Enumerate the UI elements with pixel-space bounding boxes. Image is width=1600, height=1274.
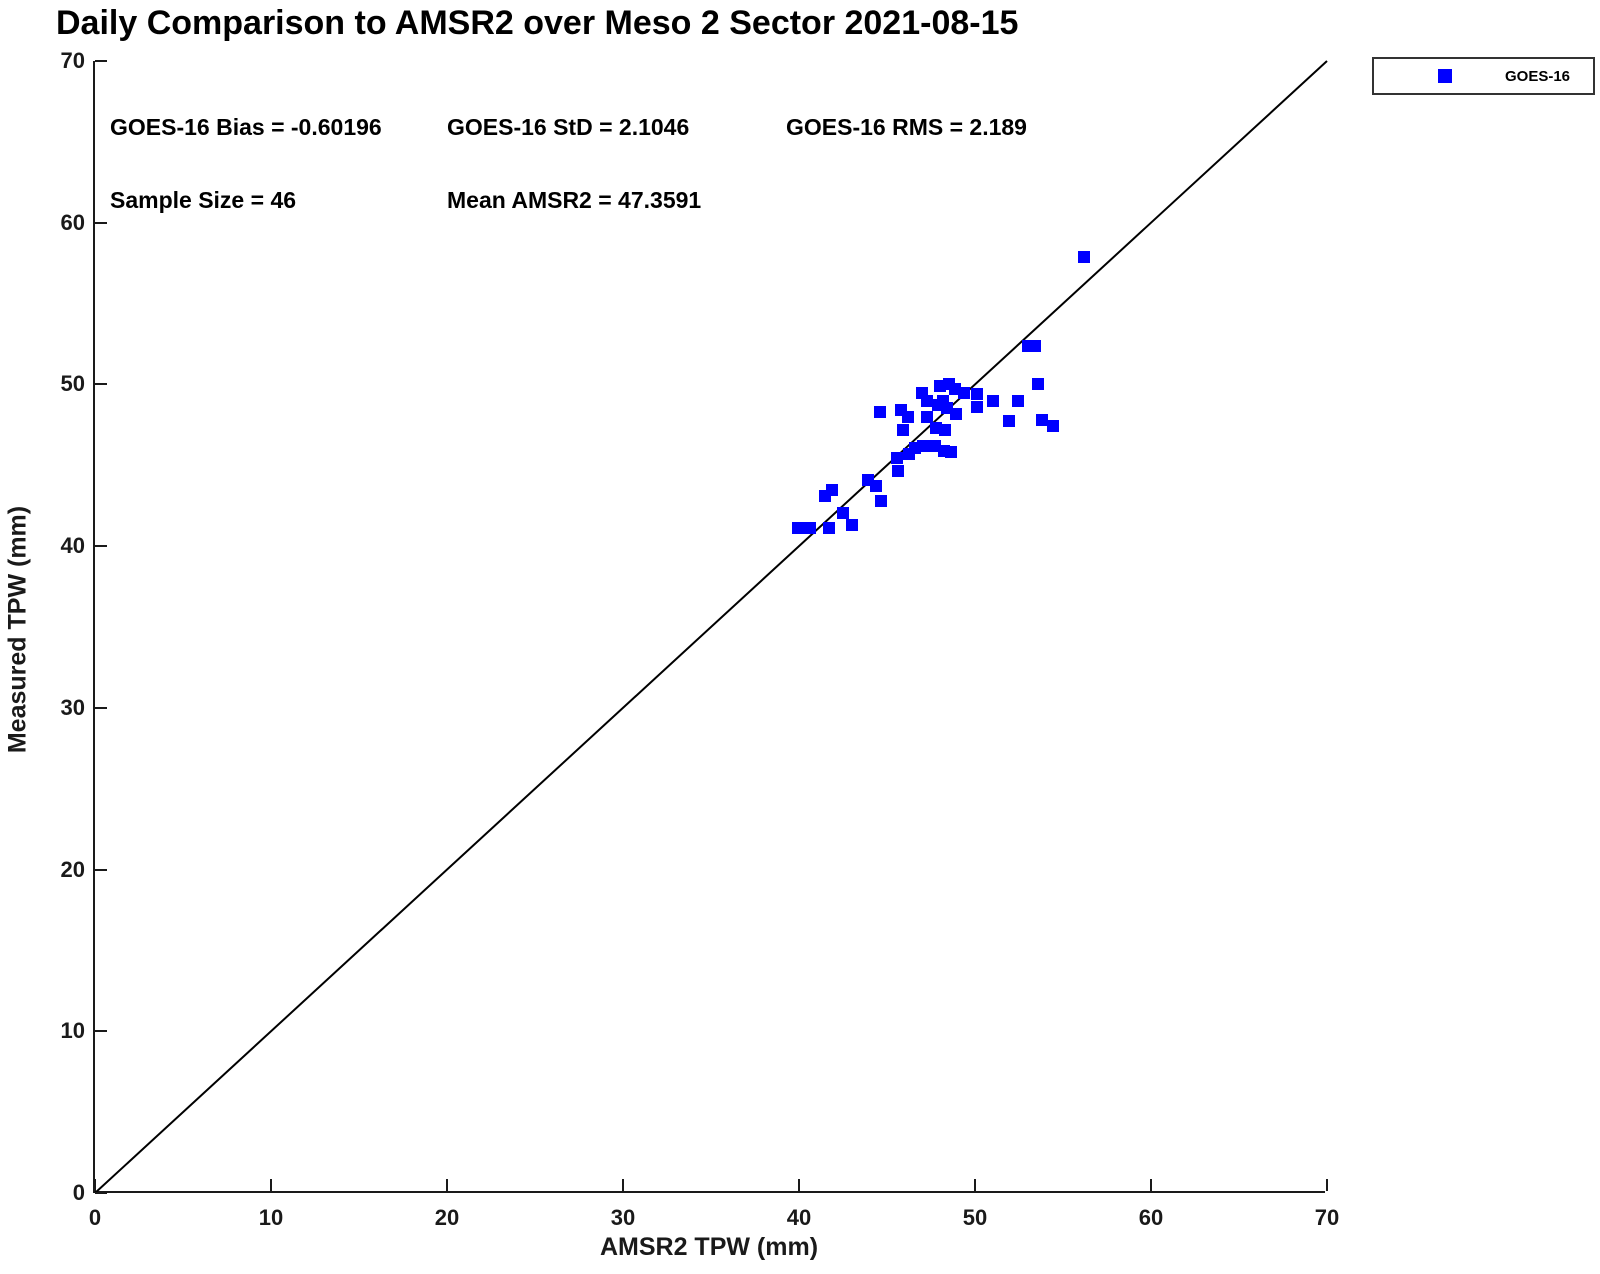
y-tick xyxy=(95,383,107,386)
y-tick-label: 20 xyxy=(60,856,85,882)
data-point xyxy=(933,380,946,393)
y-tick xyxy=(95,545,107,548)
data-point xyxy=(822,521,835,534)
data-point xyxy=(1003,414,1016,427)
data-point xyxy=(939,423,952,436)
data-point xyxy=(825,483,838,496)
data-point xyxy=(1032,377,1045,390)
data-point xyxy=(891,464,904,477)
stat-std: GOES-16 StD = 2.1046 xyxy=(447,114,690,140)
stat-rms: GOES-16 RMS = 2.189 xyxy=(786,114,1027,140)
stat-mean-amsr2: Mean AMSR2 = 47.3591 xyxy=(447,187,702,213)
data-point xyxy=(1035,414,1048,426)
data-point xyxy=(987,395,1000,408)
y-tick xyxy=(95,221,107,224)
x-tick-label: 20 xyxy=(434,1205,460,1230)
y-tick-label: 0 xyxy=(72,1180,85,1205)
legend-label-goes16: GOES-16 xyxy=(1505,67,1571,85)
y-tick xyxy=(95,60,107,62)
chart-title: Daily Comparison to AMSR2 over Meso 2 Se… xyxy=(56,4,1019,42)
x-tick xyxy=(622,1179,624,1191)
x-tick-label: 70 xyxy=(1314,1205,1340,1230)
data-point xyxy=(957,386,970,399)
x-tick-label: 0 xyxy=(88,1205,102,1230)
data-point xyxy=(1078,250,1091,263)
y-tick-label: 60 xyxy=(60,209,85,235)
y-tick-label: 40 xyxy=(60,533,85,559)
y-tick-label: 70 xyxy=(60,48,85,73)
x-tick xyxy=(974,1179,976,1191)
x-tick xyxy=(798,1179,800,1191)
data-point xyxy=(869,480,882,493)
legend: GOES-16 xyxy=(1372,57,1595,95)
data-point xyxy=(1028,339,1041,352)
data-point xyxy=(845,519,858,532)
data-point xyxy=(803,521,816,534)
y-tick xyxy=(95,868,107,871)
y-tick xyxy=(95,1192,107,1194)
x-tick-label: 60 xyxy=(1138,1205,1164,1230)
data-point xyxy=(1047,420,1060,433)
x-tick-label: 30 xyxy=(610,1205,636,1230)
stat-sample-size: Sample Size = 46 xyxy=(110,187,297,213)
x-tick xyxy=(446,1179,448,1191)
data-point xyxy=(837,506,849,519)
identity-line xyxy=(94,60,1328,1194)
data-point xyxy=(792,521,805,534)
data-point xyxy=(970,401,983,414)
data-point xyxy=(896,423,909,436)
y-tick xyxy=(95,1030,107,1033)
y-tick xyxy=(95,706,107,709)
y-tick-label: 30 xyxy=(60,694,85,720)
data-point xyxy=(874,494,887,507)
data-point xyxy=(1012,395,1025,408)
y-axis-label: Measured TPW (mm) xyxy=(3,505,32,754)
data-point xyxy=(945,445,958,458)
plot-area: 0 10 20 30 40 50 60 70 0 10 20 30 40 50 60 70 xyxy=(61,48,1340,1230)
y-tick-label: 10 xyxy=(60,1018,85,1044)
x-axis-label: AMSR2 TPW (mm) xyxy=(599,1233,819,1261)
data-point xyxy=(890,452,903,464)
x-tick-label: 50 xyxy=(962,1205,988,1230)
legend-square-marker-icon xyxy=(1438,69,1452,83)
data-point xyxy=(921,394,934,407)
data-point xyxy=(873,405,886,418)
x-tick xyxy=(94,1179,96,1191)
x-tick xyxy=(1150,1179,1152,1191)
stat-bias: GOES-16 Bias = -0.60196 xyxy=(110,114,382,140)
x-tick xyxy=(1326,1179,1328,1191)
data-point xyxy=(928,439,941,452)
data-point xyxy=(970,388,983,401)
data-point xyxy=(921,410,934,423)
data-point xyxy=(917,439,930,452)
data-point xyxy=(902,410,915,423)
x-tick-label: 10 xyxy=(258,1205,284,1230)
x-tick-label: 40 xyxy=(786,1205,812,1230)
data-point xyxy=(949,407,962,420)
y-tick-label: 50 xyxy=(60,371,85,397)
x-tick xyxy=(270,1179,272,1191)
